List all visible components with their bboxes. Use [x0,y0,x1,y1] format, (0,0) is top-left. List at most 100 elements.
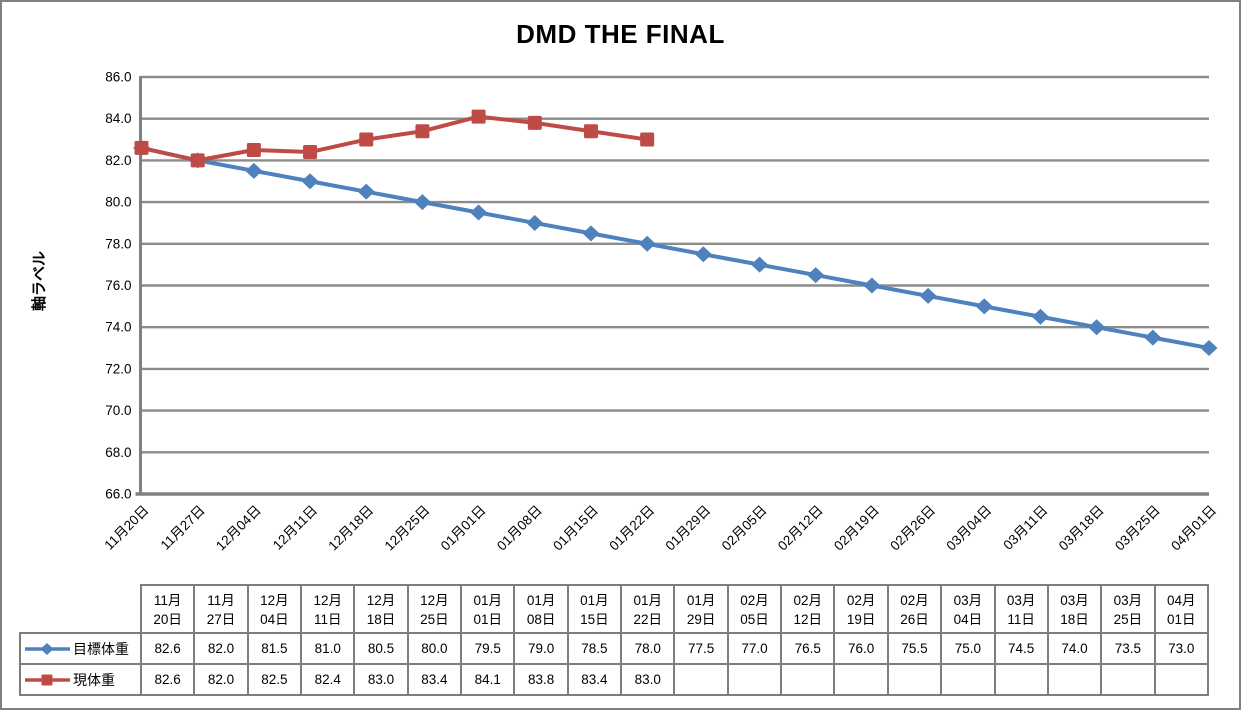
value-cell [1100,663,1156,696]
x-axis-tick-label: 02月19日 [831,503,882,554]
value-cell [993,663,1049,696]
square-marker [246,142,261,157]
x-axis-tick-label: 11月27日 [158,503,208,553]
diamond-marker [357,183,375,200]
x-axis-tick-label: 02月26日 [887,503,938,554]
table-date-header: 02月 05日 [726,584,783,634]
table-date-header: 12月 11日 [300,584,356,634]
table-date-header: 02月 12日 [780,584,836,634]
value-cell: 79.0 [513,632,569,665]
x-axis-tick-label: 01月29日 [663,503,714,554]
value-cell: 80.5 [353,632,409,665]
table-date-header: 11月 27日 [193,584,249,634]
diamond-marker [1144,329,1162,346]
y-axis-tick-label: 78.0 [105,236,131,251]
square-marker [359,132,374,147]
table-date-header: 11月 20日 [139,584,196,634]
table-date-header: 12月 18日 [353,584,409,634]
x-axis-tick-label: 03月11日 [1000,503,1050,553]
table-date-header: 03月 25日 [1100,584,1156,634]
value-cell [1153,663,1210,696]
series-line-目標体重 [141,145,1210,351]
diamond-marker [863,277,881,294]
diamond-marker [526,214,544,231]
x-axis-tick-label: 02月12日 [775,503,826,554]
diamond-marker [1200,340,1218,357]
series-label-cell: 目標体重 [19,632,142,665]
square-marker [415,124,430,139]
y-axis-tick-label: 82.0 [105,153,131,168]
diamond-marker [751,256,769,273]
value-cell: 81.5 [246,632,303,665]
value-cell [1046,663,1103,696]
value-cell: 74.5 [993,632,1049,665]
value-cell: 73.0 [1153,632,1210,665]
x-axis-tick-label: 03月18日 [1056,503,1107,554]
table-date-header: 01月 22日 [620,584,676,634]
legend-key-square-icon [25,674,70,685]
x-axis-tick-label: 11月20日 [101,503,151,553]
diamond-marker [807,267,825,284]
y-axis-tick-label: 68.0 [105,445,131,460]
series-name: 現体重 [73,671,115,688]
x-axis-tick-label: 12月04日 [213,503,264,554]
x-axis-tick-label: 12月18日 [325,503,376,554]
value-cell: 83.0 [620,663,676,696]
value-cell: 80.0 [406,632,463,665]
table-date-header: 01月 29日 [673,584,729,634]
series-line-現体重 [141,114,648,163]
square-marker [527,115,542,130]
x-axis-tick-label: 03月25日 [1112,503,1163,554]
series-name: 目標体重 [73,640,129,657]
value-cell: 77.0 [726,632,783,665]
value-cell [780,663,836,696]
y-axis-tick-label: 72.0 [105,361,131,376]
diamond-marker [245,162,263,179]
weight-chart: 86.0 84.0 82.0 80.0 78.0 76.0 74.0 72.0 70.0 68.0… [101,70,1219,554]
series-label-cell: 現体重 [19,663,142,696]
table-date-header: 02月 26日 [886,584,943,634]
x-axis-tick-label: 01月22日 [606,503,657,554]
value-cell: 75.0 [940,632,996,665]
diamond-marker [975,298,993,315]
diamond-marker [413,194,431,211]
value-cell [833,663,889,696]
diamond-marker [694,246,712,263]
value-cell: 82.6 [139,632,196,665]
y-axis-tick-label: 80.0 [105,195,131,210]
x-axis-tick-label: 12月11日 [270,503,320,553]
value-cell: 82.5 [246,663,303,696]
x-axis-tick-label: 02月05日 [719,503,770,554]
table-date-header: 03月 11日 [993,584,1049,634]
table-date-header: 01月 01日 [460,584,516,634]
table-date-header: 03月 18日 [1046,584,1103,634]
value-cell: 83.4 [566,663,623,696]
x-axis-tick-label: 12月25日 [382,503,433,554]
diamond-marker [470,204,488,221]
diamond-marker [919,287,937,304]
value-cell: 76.0 [833,632,889,665]
value-cell: 84.1 [460,663,516,696]
diamond-marker [1088,319,1106,336]
value-cell: 82.0 [193,632,249,665]
y-axis-tick-label: 76.0 [105,278,131,293]
square-marker [303,145,318,160]
y-axis-tick-label: 70.0 [105,403,131,418]
diamond-marker [638,235,656,252]
value-cell: 75.5 [886,632,943,665]
value-cell: 82.6 [139,663,196,696]
value-cell: 82.4 [300,663,356,696]
y-axis-tick-label: 74.0 [105,320,131,335]
value-cell: 83.4 [406,663,463,696]
value-cell: 79.5 [460,632,516,665]
x-axis-tick-label: 01月15日 [550,503,601,554]
value-cell [886,663,943,696]
x-axis-tick-label: 04月01日 [1168,503,1219,554]
value-cell: 78.5 [566,632,623,665]
square-marker [134,140,149,155]
value-cell: 74.0 [1046,632,1103,665]
table-date-header: 12月 04日 [246,584,303,634]
table-date-header: 02月 19日 [833,584,889,634]
legend-square-marker [41,674,53,685]
